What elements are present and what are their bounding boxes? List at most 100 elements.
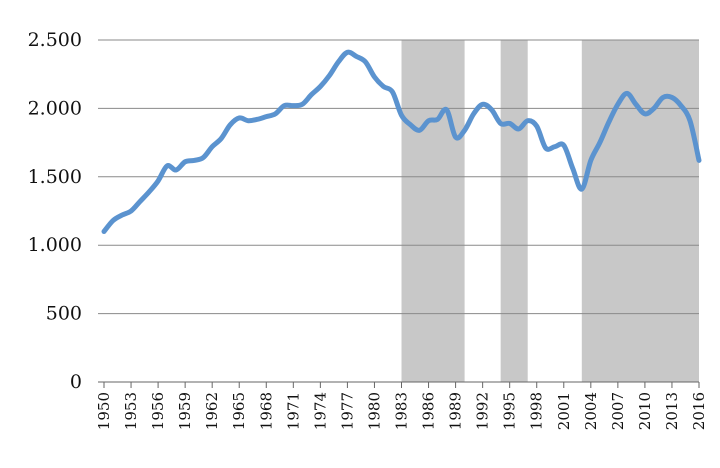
data-point <box>527 120 528 121</box>
shaded-period <box>401 40 465 382</box>
data-point <box>293 105 294 106</box>
x-tick-label: 1950 <box>95 392 113 430</box>
x-tick-label: 1965 <box>230 392 248 430</box>
data-point <box>113 220 114 221</box>
x-axis: 1950 1953 1956 1959 1962 1965 1968 1971 1974 1977… <box>95 382 708 430</box>
x-tick-label: 1983 <box>393 392 411 430</box>
data-point <box>338 61 339 62</box>
x-tick-label: 1953 <box>122 392 140 430</box>
data-point <box>212 146 213 147</box>
series-line <box>101 49 702 235</box>
data-point <box>203 157 204 158</box>
shaded-periods <box>401 40 699 382</box>
data-point <box>374 76 375 77</box>
data-point <box>509 123 510 124</box>
data-point <box>284 105 285 106</box>
data-point <box>122 215 123 216</box>
data-point <box>347 52 348 53</box>
x-tick-label: 1962 <box>203 392 221 430</box>
shaded-period <box>500 40 528 382</box>
data-point <box>257 119 258 120</box>
y-tick-label: 0 <box>70 371 82 393</box>
x-tick-label: 1956 <box>149 392 167 430</box>
data-point <box>383 86 384 87</box>
x-tick-label: 2010 <box>636 392 654 430</box>
data-point <box>572 168 573 169</box>
data-point <box>635 104 636 105</box>
y-tick-label: 2.500 <box>28 29 82 51</box>
data-point <box>554 146 555 147</box>
data-point <box>266 116 267 117</box>
data-point <box>680 105 681 106</box>
data-point <box>401 115 402 116</box>
data-point <box>455 137 456 138</box>
data-point <box>131 211 132 212</box>
data-point <box>500 123 501 124</box>
data-point <box>302 104 303 105</box>
data-point <box>699 160 700 161</box>
x-tick-label: 1980 <box>365 392 383 430</box>
x-tick-label: 1959 <box>176 392 194 430</box>
data-point <box>194 160 195 161</box>
x-tick-label: 1995 <box>501 392 519 430</box>
x-tick-label: 1974 <box>311 392 329 430</box>
x-tick-label: 2004 <box>582 392 600 430</box>
x-tick-label: 1992 <box>474 392 492 430</box>
data-point <box>608 122 609 123</box>
data-point <box>392 91 393 92</box>
data-point <box>662 97 663 98</box>
data-point <box>140 201 141 202</box>
data-point <box>536 126 537 127</box>
data-point <box>671 97 672 98</box>
x-tick-label: 1986 <box>420 392 438 430</box>
data-point <box>419 130 420 131</box>
data-point <box>473 113 474 114</box>
data-point <box>626 93 627 94</box>
data-point <box>149 191 150 192</box>
data-point <box>491 109 492 110</box>
data-point <box>464 130 465 131</box>
series-group <box>101 49 702 235</box>
y-tick-label: 1.500 <box>28 166 82 188</box>
data-point <box>689 120 690 121</box>
data-point <box>545 148 546 149</box>
y-tick-label: 500 <box>46 303 82 325</box>
data-point <box>563 145 564 146</box>
data-point <box>167 165 168 166</box>
data-point <box>410 124 411 125</box>
data-point <box>518 128 519 129</box>
data-point <box>581 189 582 190</box>
x-tick-label: 2016 <box>690 392 708 430</box>
data-point <box>653 108 654 109</box>
data-point <box>275 113 276 114</box>
data-point <box>590 160 591 161</box>
data-point <box>617 104 618 105</box>
x-tick-label: 2007 <box>609 392 627 430</box>
x-tick-label: 1977 <box>338 392 356 430</box>
x-tick-label: 2001 <box>555 392 573 430</box>
data-point <box>311 94 312 95</box>
data-point <box>356 56 357 57</box>
data-point <box>320 86 321 87</box>
x-tick-label: 1989 <box>447 392 465 430</box>
data-point <box>428 120 429 121</box>
data-point <box>158 180 159 181</box>
x-tick-label: 1968 <box>257 392 275 430</box>
data-point <box>437 119 438 120</box>
data-point <box>185 161 186 162</box>
data-point <box>230 124 231 125</box>
y-axis-ticks: 0 500 1.000 1.500 2.000 2.500 <box>28 29 82 393</box>
data-point <box>329 75 330 76</box>
data-point <box>644 113 645 114</box>
data-point <box>176 169 177 170</box>
data-point <box>104 231 105 232</box>
data-point <box>239 117 240 118</box>
data-point <box>446 109 447 110</box>
y-tick-label: 1.000 <box>28 234 82 256</box>
x-tick-label: 1998 <box>528 392 546 430</box>
shaded-period <box>581 40 699 382</box>
x-tick-label: 2013 <box>663 392 681 430</box>
x-tick-label: 1971 <box>284 392 302 430</box>
data-point <box>365 61 366 62</box>
